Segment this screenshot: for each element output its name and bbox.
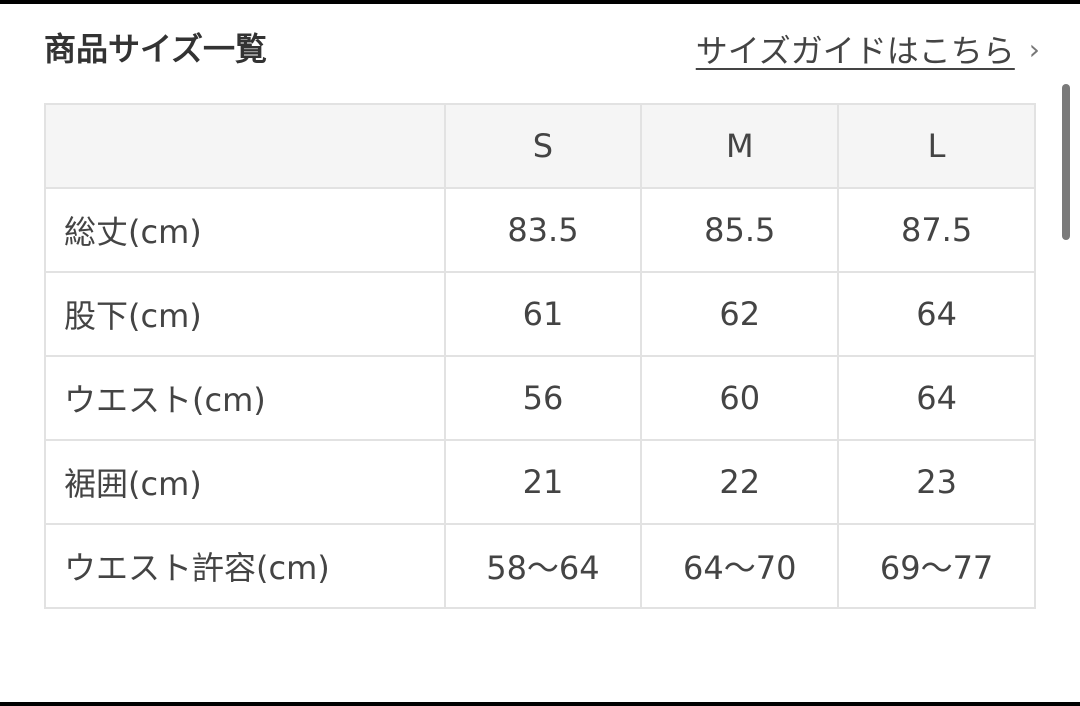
bottom-frame-bar <box>0 702 1080 706</box>
row-label: ウエスト許容(cm) <box>44 523 446 609</box>
size-value-cell: 62 <box>640 271 840 357</box>
row-label: 股下(cm) <box>44 271 446 357</box>
size-value-cell: 64〜70 <box>640 523 840 609</box>
table-row: 裾囲(cm) 21 22 23 <box>44 439 1036 525</box>
size-value-cell: 60 <box>640 355 840 441</box>
chevron-right-icon[interactable]: › <box>1028 32 1040 66</box>
row-label: ウエスト(cm) <box>44 355 446 441</box>
header-empty <box>44 103 446 189</box>
size-value-cell: 83.5 <box>443 187 643 273</box>
size-value-cell: 23 <box>837 439 1036 525</box>
header-size-l: L <box>837 103 1036 189</box>
size-value-cell: 21 <box>443 439 643 525</box>
size-value-cell: 85.5 <box>640 187 840 273</box>
scrollbar[interactable] <box>1062 84 1070 240</box>
header-size-m: M <box>640 103 840 189</box>
row-label: 裾囲(cm) <box>44 439 446 525</box>
size-value-cell: 22 <box>640 439 840 525</box>
size-table: S M L 総丈(cm) 83.5 85.5 87.5 股下(cm) 61 62 64 ウエスト… <box>44 103 1036 609</box>
size-value-cell: 64 <box>837 271 1036 357</box>
size-guide-link[interactable]: サイズガイドはこちら <box>695 32 1015 70</box>
row-label: 総丈(cm) <box>44 187 446 273</box>
size-value-cell: 58〜64 <box>443 523 643 609</box>
table-row: ウエスト(cm) 56 60 64 <box>44 355 1036 441</box>
table-header-row: S M L <box>44 103 1036 189</box>
top-frame-bar <box>0 0 1080 4</box>
size-value-cell: 69〜77 <box>837 523 1036 609</box>
table-row: ウエスト許容(cm) 58〜64 64〜70 69〜77 <box>44 523 1036 609</box>
size-value-cell: 87.5 <box>837 187 1036 273</box>
size-value-cell: 64 <box>837 355 1036 441</box>
header-size-s: S <box>443 103 643 189</box>
size-value-cell: 61 <box>443 271 643 357</box>
size-value-cell: 56 <box>443 355 643 441</box>
page-title: 商品サイズ一覧 <box>44 30 268 68</box>
size-guide-link-group[interactable]: サイズガイドはこちら › <box>696 26 1040 72</box>
table-row: 股下(cm) 61 62 64 <box>44 271 1036 357</box>
table-row: 総丈(cm) 83.5 85.5 87.5 <box>44 187 1036 273</box>
